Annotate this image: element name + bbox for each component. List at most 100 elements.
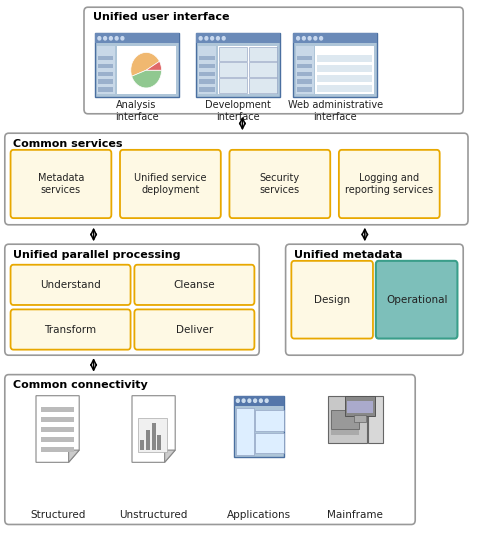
- Circle shape: [260, 399, 263, 402]
- Bar: [117, 46, 176, 94]
- Bar: [345, 396, 375, 416]
- Circle shape: [308, 37, 311, 40]
- Bar: [297, 79, 312, 84]
- Circle shape: [297, 37, 300, 40]
- Wedge shape: [132, 70, 161, 88]
- Bar: [249, 62, 277, 77]
- Text: Mainframe: Mainframe: [327, 510, 383, 520]
- Bar: [315, 46, 374, 94]
- Bar: [95, 33, 179, 97]
- Circle shape: [314, 37, 317, 40]
- Text: Unstructured: Unstructured: [120, 510, 188, 520]
- Bar: [199, 87, 215, 92]
- Circle shape: [254, 399, 257, 402]
- Text: Logging and
reporting services: Logging and reporting services: [345, 173, 433, 195]
- Bar: [331, 430, 359, 435]
- Bar: [249, 78, 277, 93]
- Circle shape: [104, 37, 107, 40]
- Bar: [98, 87, 113, 92]
- Bar: [317, 85, 372, 92]
- Bar: [41, 447, 74, 452]
- Bar: [152, 423, 156, 450]
- Bar: [219, 47, 248, 61]
- Bar: [297, 64, 312, 68]
- Text: Operational: Operational: [386, 295, 447, 305]
- Bar: [297, 87, 312, 92]
- FancyBboxPatch shape: [120, 150, 221, 218]
- Bar: [98, 64, 113, 68]
- FancyBboxPatch shape: [5, 244, 259, 355]
- Text: Unified metadata: Unified metadata: [294, 250, 403, 260]
- Text: Metadata
services: Metadata services: [38, 173, 84, 195]
- Wedge shape: [131, 53, 159, 76]
- Text: Development
interface: Development interface: [205, 100, 271, 122]
- Bar: [95, 33, 179, 43]
- Bar: [219, 62, 248, 77]
- Bar: [249, 47, 277, 61]
- Bar: [41, 437, 74, 442]
- FancyBboxPatch shape: [134, 265, 254, 305]
- Circle shape: [248, 399, 251, 402]
- Bar: [41, 417, 74, 422]
- Text: Analysis
interface: Analysis interface: [115, 100, 158, 122]
- FancyBboxPatch shape: [5, 375, 415, 524]
- Text: Cleanse: Cleanse: [174, 280, 215, 290]
- Circle shape: [121, 37, 124, 40]
- Bar: [98, 56, 113, 60]
- Text: Common connectivity: Common connectivity: [13, 380, 148, 390]
- Bar: [234, 396, 284, 457]
- Text: Common services: Common services: [13, 139, 123, 149]
- Bar: [218, 46, 277, 94]
- Bar: [327, 396, 367, 443]
- Bar: [369, 396, 383, 443]
- Circle shape: [205, 37, 208, 40]
- Text: Understand: Understand: [40, 280, 101, 290]
- FancyBboxPatch shape: [11, 310, 131, 350]
- Bar: [234, 396, 284, 406]
- Bar: [140, 440, 144, 450]
- Bar: [297, 56, 312, 60]
- Circle shape: [222, 37, 225, 40]
- Circle shape: [242, 399, 245, 402]
- Bar: [293, 33, 377, 43]
- Bar: [41, 407, 74, 412]
- Bar: [297, 72, 312, 76]
- Bar: [97, 46, 115, 94]
- Polygon shape: [69, 450, 79, 462]
- Text: Design: Design: [314, 295, 350, 305]
- Bar: [198, 46, 216, 94]
- FancyBboxPatch shape: [229, 150, 330, 218]
- Bar: [157, 435, 161, 450]
- Bar: [199, 79, 215, 84]
- Polygon shape: [165, 450, 175, 462]
- Text: Unified user interface: Unified user interface: [93, 12, 229, 22]
- Text: Deliver: Deliver: [176, 325, 213, 335]
- Circle shape: [98, 37, 101, 40]
- Bar: [138, 418, 167, 452]
- Polygon shape: [132, 396, 175, 462]
- FancyBboxPatch shape: [5, 133, 468, 225]
- FancyBboxPatch shape: [376, 261, 457, 339]
- Circle shape: [109, 37, 112, 40]
- Circle shape: [302, 37, 305, 40]
- FancyBboxPatch shape: [84, 7, 463, 114]
- Wedge shape: [146, 61, 161, 70]
- FancyBboxPatch shape: [291, 261, 373, 339]
- Bar: [196, 33, 280, 43]
- Bar: [254, 433, 284, 453]
- Bar: [199, 64, 215, 68]
- Bar: [317, 75, 372, 82]
- Bar: [199, 72, 215, 76]
- Text: Unified parallel processing: Unified parallel processing: [13, 250, 181, 260]
- Text: Structured: Structured: [30, 510, 85, 520]
- Bar: [296, 46, 314, 94]
- Bar: [293, 33, 377, 97]
- Circle shape: [320, 37, 323, 40]
- Bar: [146, 430, 150, 450]
- Circle shape: [115, 37, 118, 40]
- FancyBboxPatch shape: [11, 265, 131, 305]
- FancyBboxPatch shape: [339, 150, 440, 218]
- FancyBboxPatch shape: [134, 310, 254, 350]
- Bar: [98, 79, 113, 84]
- Bar: [196, 33, 280, 97]
